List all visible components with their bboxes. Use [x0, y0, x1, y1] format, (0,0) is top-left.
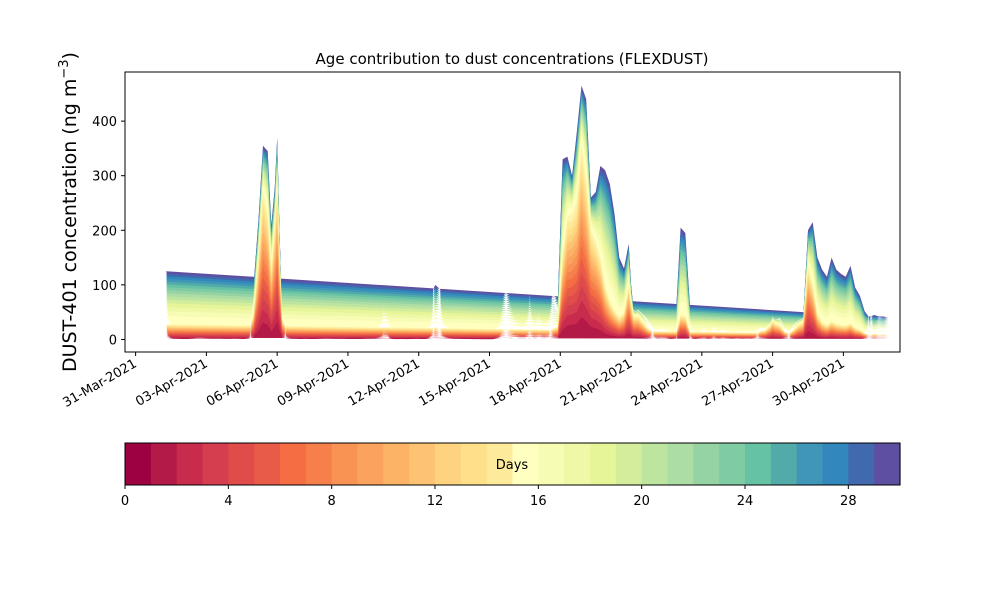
- colorbar-segment: [460, 443, 488, 485]
- colorbar-tick-label: 12: [427, 494, 444, 509]
- colorbar-segment: [719, 443, 746, 485]
- colorbar-segment: [874, 443, 901, 485]
- colorbar-segment: [176, 443, 204, 485]
- colorbar-ticks: 0 4 8 12 16 20 24 28: [121, 485, 857, 509]
- x-tick-label: 27-Apr-2021: [699, 356, 776, 409]
- colorbar-segment: [641, 443, 669, 485]
- x-tick-label: 18-Apr-2021: [487, 356, 564, 409]
- colorbar-segment: [486, 443, 514, 485]
- age-layer-2: [166, 300, 889, 339]
- x-tick-label: 03-Apr-2021: [133, 356, 210, 409]
- colorbar-segment: [331, 443, 359, 485]
- chart-title: Age contribution to dust concentrations …: [316, 50, 709, 68]
- colorbar-segment: [435, 443, 462, 485]
- y-axis-label-sup: −3: [57, 59, 72, 78]
- colorbar-segment: [667, 443, 694, 485]
- y-tick-label: 300: [92, 170, 117, 185]
- colorbar-segment: [590, 443, 617, 485]
- colorbar-segment: [357, 443, 384, 485]
- colorbar-tick-label: 24: [737, 494, 754, 509]
- colorbar-label: Days: [496, 458, 529, 473]
- y-tick-label: 0: [109, 333, 117, 348]
- colorbar-segment: [305, 443, 333, 485]
- x-tick-label: 06-Apr-2021: [204, 356, 281, 409]
- colorbar-tick-label: 16: [530, 494, 547, 509]
- colorbar-segment: [202, 443, 229, 485]
- x-tick-label: 30-Apr-2021: [770, 356, 847, 409]
- y-axis-label-main: DUST-401 concentration (ng m: [59, 79, 81, 372]
- y-tick-label: 200: [92, 224, 117, 239]
- colorbar-segment: [512, 443, 539, 485]
- colorbar-tick-label: 0: [121, 494, 129, 509]
- plot-area: [166, 85, 889, 340]
- y-axis-label: DUST-401 concentration (ng m−3): [57, 52, 81, 372]
- colorbar-segment: [615, 443, 643, 485]
- colorbar-segment: [228, 443, 255, 485]
- colorbar-segment: [538, 443, 565, 485]
- y-tick-label: 100: [92, 279, 117, 294]
- colorbar-segment: [280, 443, 307, 485]
- colorbar-tick-label: 8: [328, 494, 336, 509]
- plot-frame: [124, 71, 901, 353]
- colorbar-segment: [383, 443, 410, 485]
- colorbar-segment: [409, 443, 436, 485]
- y-tick-label: 400: [92, 115, 117, 130]
- colorbar-tick-label: 20: [633, 494, 650, 509]
- y-axis-label-close: ): [59, 52, 81, 59]
- x-axis: 31-Mar-202103-Apr-202106-Apr-202109-Apr-…: [60, 352, 847, 411]
- colorbar-frame: [124, 442, 901, 486]
- x-tick-label: 12-Apr-2021: [346, 356, 423, 409]
- colorbar-segment: [770, 443, 798, 485]
- x-tick-label: 24-Apr-2021: [629, 356, 706, 409]
- colorbar-tick-label: 28: [840, 494, 857, 509]
- colorbar-segment: [564, 443, 591, 485]
- colorbar-segment: [125, 443, 152, 485]
- colorbar-segment: [150, 443, 178, 485]
- x-tick-label: 21-Apr-2021: [558, 356, 635, 409]
- x-tick-label: 09-Apr-2021: [275, 356, 352, 409]
- colorbar-segment: [822, 443, 849, 485]
- colorbar-segment: [254, 443, 281, 485]
- x-tick-label: 15-Apr-2021: [416, 356, 493, 409]
- y-axis: 0 100 200 300 400: [92, 115, 125, 348]
- colorbar-segment: [848, 443, 875, 485]
- colorbar-tick-label: 4: [224, 494, 232, 509]
- colorbar-segment: [693, 443, 720, 485]
- colorbar-segment: [745, 443, 772, 485]
- age-layer-1: [166, 317, 889, 340]
- colorbar: [125, 443, 901, 485]
- colorbar-segment: [796, 443, 824, 485]
